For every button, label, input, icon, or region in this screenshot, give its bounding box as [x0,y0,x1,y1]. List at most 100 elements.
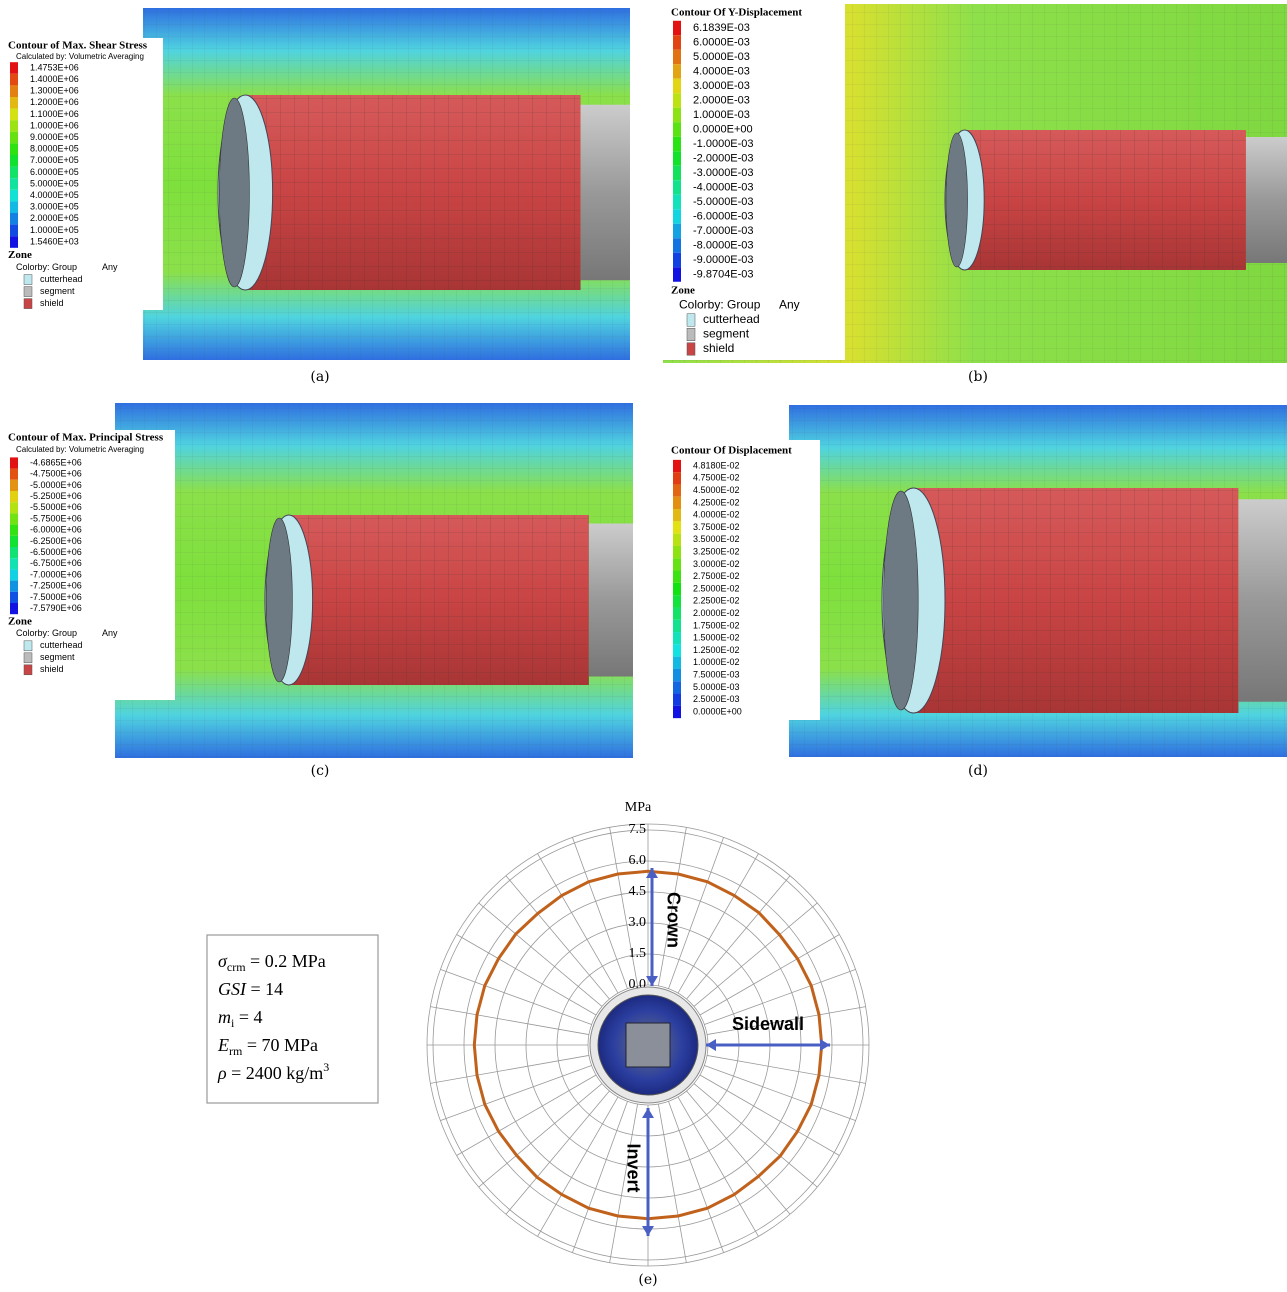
spoke [430,1007,589,1035]
shield-mesh [245,95,580,290]
legend-level: 2.0000E-02 [693,608,740,618]
legend-level: -6.2500E+06 [30,536,82,546]
zone-group: cutterhead [40,640,83,650]
legend-swatch [673,460,681,472]
zone-title: Zone [671,285,695,297]
legend-swatch [673,681,681,693]
spoke [572,837,627,988]
legend-level: 1.0000E-03 [693,109,750,121]
legend-level: -3.0000E-03 [693,167,754,179]
legend-swatch [10,491,18,502]
parameter: mi = 4 [218,1007,263,1030]
zone-colorby: Colorby: Group [679,298,761,312]
legend-swatch [10,85,18,97]
legend-swatch [10,167,18,179]
spoke [430,1055,589,1083]
legend-level: -5.5000E+06 [30,502,82,512]
legend-level: 1.3000E+06 [30,86,79,96]
segment [589,524,633,677]
legend-level: 9.0000E+05 [30,132,79,142]
legend-level: -7.0000E+06 [30,569,82,579]
legend-level: 1.5460E+03 [30,236,79,246]
legend-level: 7.5000E-03 [693,669,740,679]
zone-group: shield [40,298,64,308]
zone-colorby: Colorby: Group [16,262,77,272]
parameter-sub: rm [229,1044,243,1058]
legend-swatch [673,644,681,656]
legend-level: 1.4000E+06 [30,74,79,84]
legend-swatch [673,595,681,607]
legend-swatch [10,201,18,213]
legend-level: -5.0000E-03 [693,196,754,208]
legend-level: 1.0000E+05 [30,225,79,235]
spoke [506,1091,609,1214]
parameter-value: = 2400 kg/m [227,1063,324,1083]
legend-swatch [673,195,681,210]
contour-panel: Contour of Max. Principal StressCalculat… [0,403,633,779]
legend-level: -5.0000E+06 [30,480,82,490]
tbm-center [626,1023,670,1067]
legend-swatch [10,525,18,536]
spoke [479,903,602,1006]
legend-level: -5.2500E+06 [30,491,82,501]
legend-level: 4.0000E-03 [693,65,750,77]
zone-swatch [24,641,32,651]
unit-label: MPa [625,800,652,815]
legend-swatch [673,497,681,509]
zone-swatch [687,314,695,327]
legend-level: -5.7500E+06 [30,513,82,523]
legend-swatch [673,151,681,166]
legend-level: -7.5790E+06 [30,603,82,613]
legend-level: -8.0000E-03 [693,239,754,251]
legend-level: -6.0000E+06 [30,525,82,535]
legend-swatch [673,122,681,137]
r-tick-label: 4.5 [629,884,647,899]
legend-level: -6.0000E-03 [693,210,754,222]
legend-level: 1.0000E-02 [693,657,740,667]
legend-swatch [10,178,18,190]
cutterhead-face [884,491,919,710]
legend-swatch [10,513,18,524]
legend-swatch [673,93,681,108]
legend-swatch [673,571,681,583]
zone-title: Zone [8,249,32,261]
legend-level: 1.5000E-02 [693,633,740,643]
legend-level: 4.5000E-02 [693,485,740,495]
cutterhead-face [266,518,292,682]
legend-title: Contour Of Displacement [671,445,792,457]
legend-level: 3.0000E-03 [693,80,750,92]
legend-level: -7.2500E+06 [30,581,82,591]
legend-level: 2.0000E-03 [693,94,750,106]
legend-swatch [673,137,681,152]
legend-level: 0.0000E+00 [693,706,742,716]
zone-swatch [687,328,695,341]
legend-level: -4.0000E-03 [693,181,754,193]
parameter: ρ = 2400 kg/m3 [217,1060,329,1083]
spoke [440,1066,591,1121]
zone-group: shield [40,664,64,674]
zone-group: segment [703,327,750,341]
legend-level: 6.0000E+05 [30,167,79,177]
legend-swatch [10,592,18,603]
spoke [707,1055,866,1083]
shield-mesh [914,488,1239,713]
parameter-value: = 14 [246,979,283,999]
legend-level: 1.2500E-02 [693,645,740,655]
legend-swatch [673,224,681,239]
legend-swatch [673,607,681,619]
figure: Contour of Max. Shear StressCalculated b… [0,0,1287,1292]
legend-swatch [10,480,18,491]
caption: (b) [968,369,988,385]
spoke [687,876,790,999]
legend-level: 3.2500E-02 [693,546,740,556]
legend-swatch [10,143,18,155]
zone-title: Zone [8,615,32,627]
r-tick-label: 3.0 [629,915,647,930]
legend-swatch [10,109,18,121]
legend-swatch [10,502,18,513]
spoke [694,903,817,1006]
legend-level: 3.7500E-02 [693,522,740,532]
parameter: GSI = 14 [218,979,283,999]
arrow-head [820,1039,830,1051]
